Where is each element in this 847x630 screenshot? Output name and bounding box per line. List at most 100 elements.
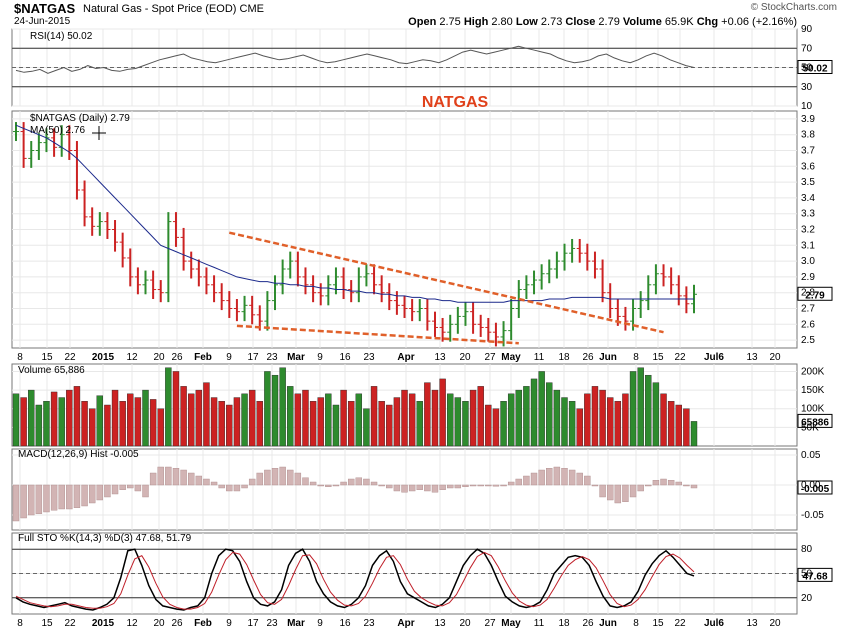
volume-bar	[507, 393, 515, 447]
ma-legend: MA(50) 2.76	[30, 125, 85, 136]
macd-hist-bar	[188, 472, 195, 486]
y-tick-label: 3.8	[801, 130, 815, 141]
x-tick-label: 20	[459, 618, 471, 629]
macd-hist-bar	[111, 484, 119, 495]
x-tick-label: 2015	[92, 352, 115, 363]
current-value-label: 50.02	[802, 64, 827, 75]
x-tick-label: 15	[41, 352, 53, 363]
macd-hist-bar	[233, 484, 241, 492]
sto-legend: Full STO %K(14,3) %D(3) 47.68, 51.79	[18, 533, 192, 544]
volume-bar	[88, 408, 96, 447]
volume-bar	[614, 401, 622, 447]
macd-hist-bar	[507, 481, 515, 486]
natgas-annotation: NATGAS	[422, 94, 489, 111]
macd-hist-bar	[180, 469, 187, 486]
macd-hist-bar	[561, 468, 568, 486]
current-value-box	[797, 567, 833, 582]
stockcharts-logo[interactable]: © StockCharts.com	[750, 2, 837, 13]
x-tick-label: 2015	[92, 618, 115, 629]
volume-bar	[607, 397, 614, 447]
macd-hist-bar	[218, 484, 225, 489]
volume-bar	[340, 389, 347, 447]
macd-hist-bar	[309, 481, 317, 486]
volume-bar	[332, 404, 340, 447]
current-value-label: 47.68	[802, 571, 827, 582]
y-tick-label: 3.4	[801, 193, 815, 204]
x-tick-label: 16	[339, 618, 351, 629]
x-tick-label: 11	[534, 352, 545, 363]
macd-hist-bar	[370, 481, 378, 486]
volume-bar	[538, 371, 545, 447]
macd-hist-bar	[591, 484, 599, 487]
volume-bar	[302, 389, 309, 447]
macd-hist-bar	[302, 477, 309, 486]
x-tick-label: May	[501, 352, 521, 363]
y-tick-label: 2.8	[801, 288, 815, 299]
macd-hist-bar	[447, 484, 454, 489]
volume-bar	[462, 401, 469, 447]
volume-bar	[675, 404, 682, 447]
current-value-label: 65886	[801, 417, 829, 428]
macd-hist-bar	[363, 478, 370, 486]
volume-bar	[35, 404, 43, 447]
macd-hist-bar	[401, 484, 408, 493]
volume-bar	[454, 397, 462, 447]
macd-hist-bar	[462, 484, 469, 487]
y-tick-label: 2.9	[801, 272, 815, 283]
macd-hist-bar	[142, 484, 149, 498]
volume-bar	[180, 386, 187, 447]
volume-bar	[523, 386, 530, 447]
x-tick-label: 15	[652, 352, 664, 363]
x-tick-label: 13	[746, 352, 758, 363]
volume-bar	[393, 397, 401, 447]
macd-hist-bar	[134, 484, 142, 492]
x-tick-label: Mar	[287, 618, 305, 629]
change-value: +0.06 (+2.16%)	[721, 16, 797, 28]
volume-bar	[515, 389, 522, 447]
macd-hist-bar	[607, 484, 614, 501]
instrument-label: Natural Gas - Spot Price (EOD)	[83, 3, 237, 15]
x-tick-label: 22	[674, 618, 686, 629]
ma50-line	[15, 124, 694, 303]
macd-hist-bar	[424, 484, 431, 492]
volume-bar	[50, 391, 58, 447]
volume-bar	[241, 393, 248, 447]
macd-hist-bar	[157, 466, 164, 486]
close-label: Close	[565, 16, 596, 28]
volume-bar	[690, 421, 698, 447]
macd-hist-bar	[226, 484, 233, 492]
x-tick-label: 13	[434, 618, 446, 629]
volume-bar	[378, 401, 385, 447]
macd-hist-bar	[58, 484, 65, 510]
macd-hist-bar	[568, 469, 576, 486]
macd-hist-bar	[584, 475, 591, 486]
volume-bar	[248, 389, 256, 447]
macd-hist-bar	[546, 468, 553, 486]
volume-bar	[134, 397, 142, 447]
macd-hist-bar	[622, 484, 629, 502]
macd-hist-bar	[241, 484, 248, 489]
volume-bar	[111, 389, 119, 447]
y-tick-label: 50	[801, 63, 813, 74]
current-value-box	[797, 413, 833, 428]
macd-hist-bar	[629, 484, 637, 498]
x-tick-label: 20	[769, 618, 781, 629]
macd-hist-bar	[119, 484, 126, 491]
volume-value: 65.9K	[664, 16, 694, 28]
x-tick-label: 20	[459, 352, 471, 363]
macd-hist-bar	[50, 484, 58, 511]
y-tick-label: 80	[801, 544, 813, 555]
y-tick-label: 100K	[801, 404, 825, 415]
y-tick-label: 50	[801, 569, 813, 580]
x-tick-label: 16	[339, 352, 351, 363]
volume-bar	[325, 393, 332, 447]
volume-bar	[43, 401, 50, 447]
volume-bar	[439, 378, 446, 447]
volume-bar	[416, 401, 423, 447]
volume-bar	[66, 389, 73, 447]
price-legend: $NATGAS (Daily) 2.79	[30, 113, 130, 124]
x-tick-label: 8	[633, 352, 639, 363]
volume-bar	[667, 401, 675, 447]
volume-bar	[309, 401, 317, 447]
